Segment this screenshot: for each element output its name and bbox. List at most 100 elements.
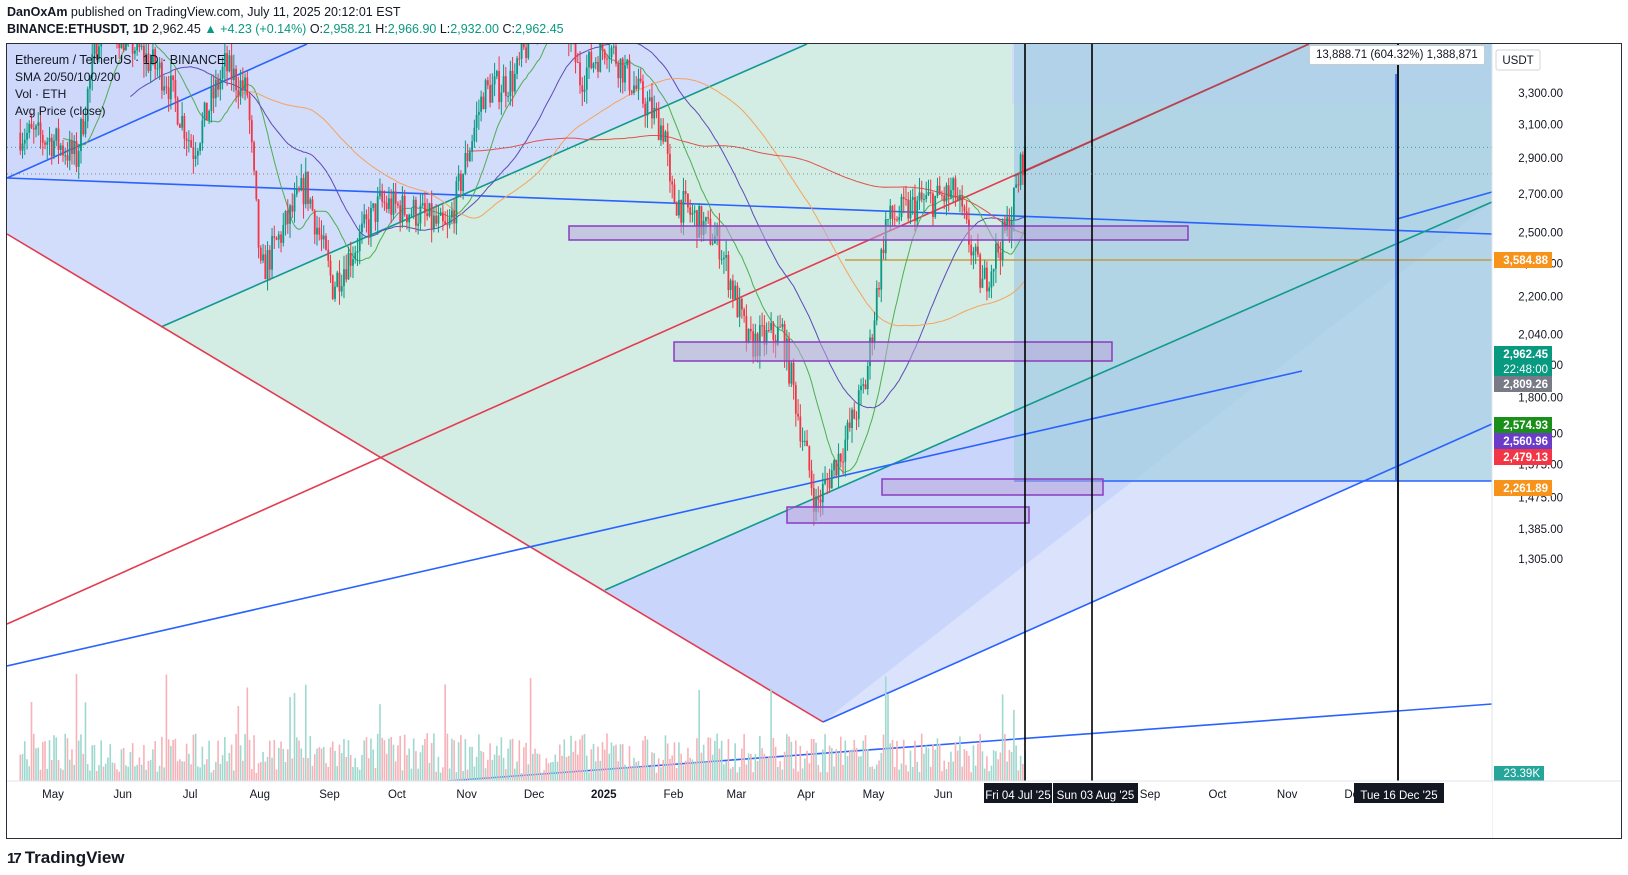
volume-bar: [916, 761, 919, 781]
candle-body: [929, 191, 932, 194]
candle-body: [266, 250, 269, 280]
volume-bar: [817, 764, 820, 781]
volume-bar: [848, 749, 851, 781]
time-axis-bg: [7, 781, 1492, 838]
volume-bar: [844, 740, 847, 781]
candle-body: [972, 251, 975, 256]
candle-body: [392, 191, 395, 215]
candle-body: [89, 77, 91, 89]
volume-bar: [869, 767, 871, 781]
candle-body: [185, 138, 188, 141]
candle-body: [354, 252, 357, 260]
front-drawings-layer: [7, 44, 1492, 786]
candle-body: [500, 92, 503, 103]
volume-bar: [46, 768, 49, 781]
candle-body: [925, 194, 928, 200]
candle-body: [603, 50, 606, 59]
countdown-label: 22:48:00: [1503, 364, 1548, 376]
volume-bar: [248, 739, 251, 781]
volume-bar: [453, 740, 455, 781]
legend-title[interactable]: Ethereum / TetherUS · 1D · BINANCE: [15, 53, 226, 67]
descending-red-line: [7, 233, 824, 723]
candle-body: [468, 151, 471, 161]
candle-body: [140, 45, 143, 48]
volume-bar: [902, 739, 905, 781]
highlight-date-dec: Tue 16 Dec '25: [1360, 790, 1437, 802]
volume-bar: [320, 748, 323, 781]
tradingview-logo[interactable]: 17 TradingView: [7, 848, 125, 868]
legend-sma[interactable]: SMA 20/50/100/200: [15, 70, 121, 84]
publish-text: published on TradingView.com, July 11, 2…: [70, 5, 401, 19]
candle-body: [201, 120, 204, 144]
candle-body: [196, 150, 199, 156]
price-label: 2,574.93: [1503, 420, 1548, 432]
candle-body: [307, 171, 309, 204]
volume-bar: [394, 761, 397, 781]
candle-body: [41, 134, 44, 143]
volume-bar: [783, 751, 786, 781]
volume-bar: [705, 761, 707, 781]
volume-bar: [226, 761, 228, 781]
volume-bar: [237, 705, 240, 781]
candle-body: [860, 385, 862, 391]
price-label: 2,962.45: [1503, 349, 1548, 361]
candle-body: [158, 62, 161, 69]
candle-body: [642, 81, 644, 104]
volume-bar: [491, 759, 494, 781]
volume-bar: [761, 748, 763, 781]
candle-body: [444, 221, 447, 225]
volume-bar: [968, 755, 970, 781]
candle-body: [381, 190, 384, 202]
candle-body: [1019, 154, 1022, 186]
candle-body: [880, 249, 883, 290]
volume-bar: [644, 735, 647, 781]
volume-bar: [572, 751, 575, 781]
candle-body: [644, 103, 647, 116]
candle-body: [911, 197, 914, 200]
candle-body: [749, 328, 752, 332]
candle-body: [952, 178, 955, 191]
volume-bar: [619, 744, 622, 781]
volume-bar: [583, 734, 586, 781]
time-tick-label: Sep: [1140, 789, 1160, 801]
chart-frame[interactable]: USDT 3,300.00 3,100.00 2,900.00 2,700.00 2,50…: [6, 43, 1622, 839]
volume-bar: [792, 768, 795, 781]
legend-volume[interactable]: Vol · ETH: [15, 87, 67, 101]
volume-bar: [671, 755, 673, 781]
volume-bar: [242, 760, 244, 781]
candle-body: [343, 269, 345, 287]
candle-body: [1015, 184, 1018, 188]
candle-body: [639, 78, 642, 82]
volume-bar: [163, 767, 165, 781]
volume-bar: [972, 745, 975, 781]
volume-bar: [990, 765, 993, 781]
volume-bar: [89, 770, 91, 781]
volume-bar: [71, 749, 73, 781]
background-layer: [7, 44, 1492, 722]
author-name[interactable]: DanOxAm: [7, 5, 68, 19]
resistance-zone-3000: [673, 341, 1113, 362]
volume-bar: [215, 761, 217, 781]
time-tick-label: Nov: [456, 789, 477, 801]
candle-body: [277, 234, 280, 240]
volume-bar: [286, 749, 289, 781]
candle-body: [203, 102, 206, 121]
legend-avg-price[interactable]: Avg Price (close): [15, 104, 106, 118]
candle-body: [293, 194, 296, 212]
support-zone-2150: [786, 506, 1030, 524]
time-tick-label: Dec: [524, 789, 545, 801]
candle-body: [590, 51, 593, 69]
price-chart[interactable]: USDT 3,300.00 3,100.00 2,900.00 2,700.00 2,50…: [7, 44, 1622, 839]
candle-body: [950, 190, 952, 198]
volume-bar: [48, 740, 51, 781]
volume-bar: [430, 743, 433, 781]
candle-body: [660, 125, 662, 141]
volume-bar: [451, 738, 453, 781]
volume-bar: [197, 766, 199, 781]
volume-bar: [747, 753, 750, 781]
candle-body: [358, 232, 361, 252]
volume-bar: [260, 762, 262, 781]
candle-body: [426, 213, 429, 217]
candle-body: [707, 217, 710, 219]
candle-body: [581, 85, 584, 92]
